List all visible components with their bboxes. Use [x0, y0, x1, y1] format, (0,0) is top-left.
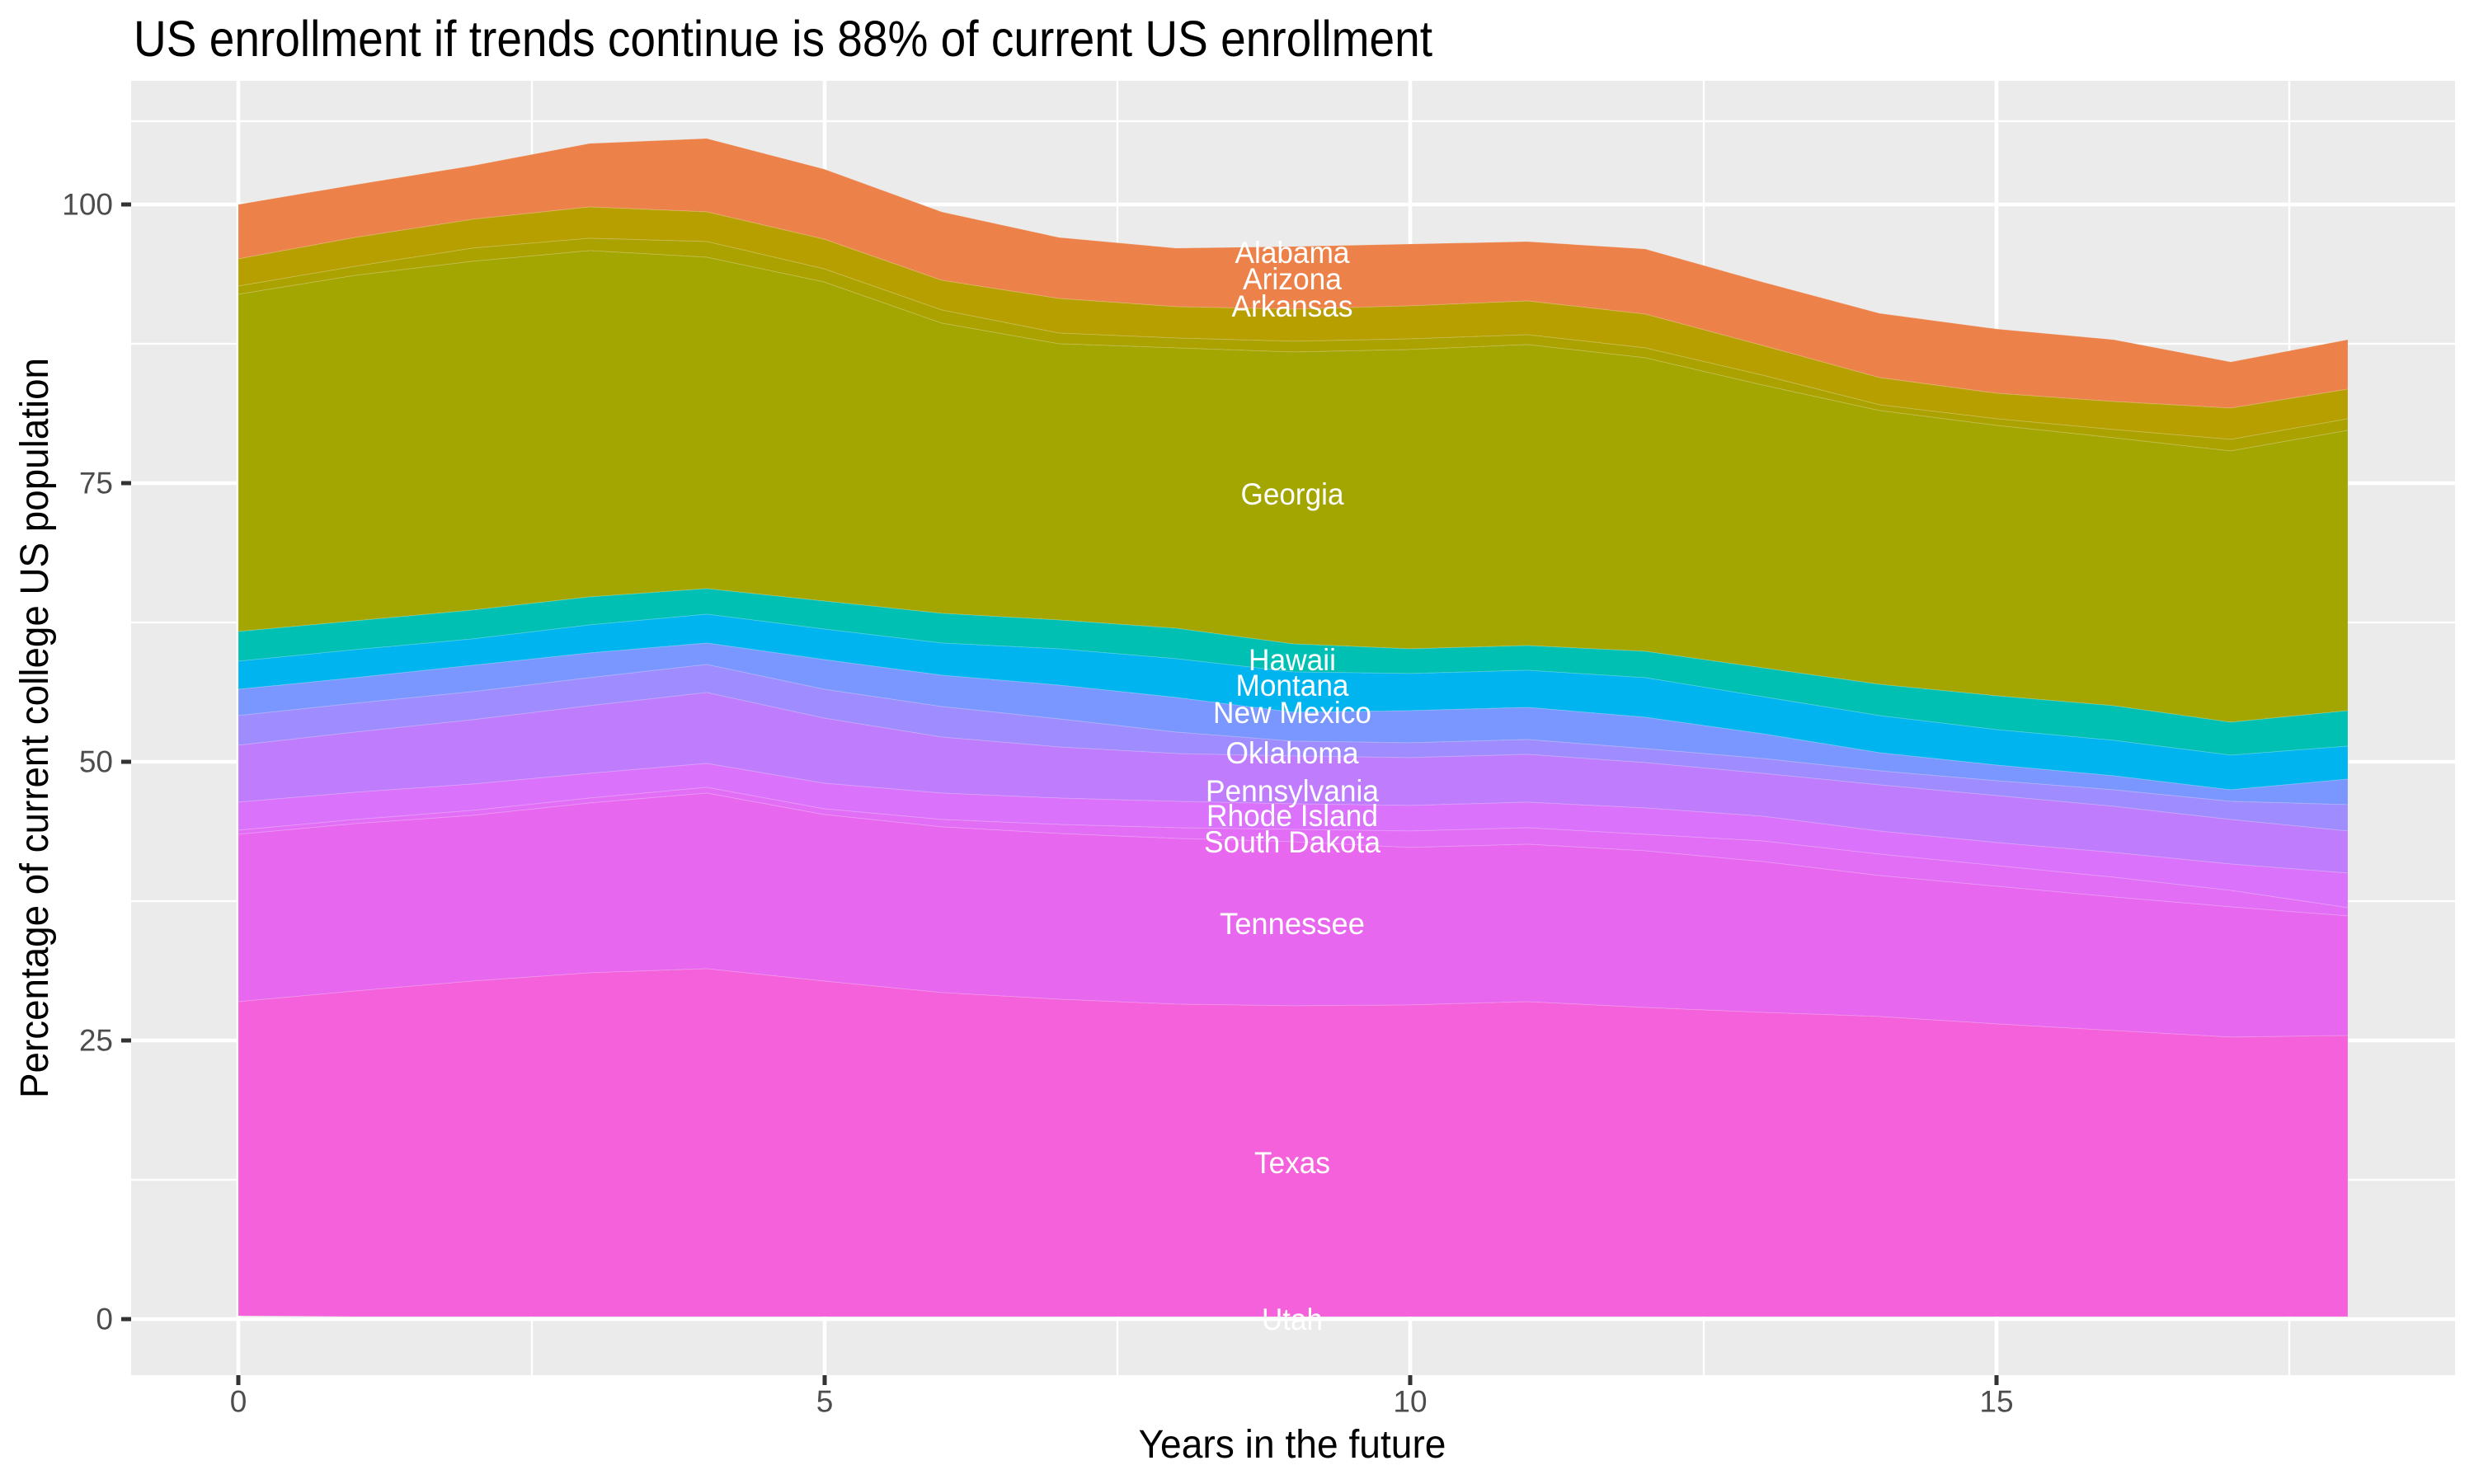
svg-text:0: 0 — [230, 1385, 247, 1419]
svg-text:Percentage of current college: Percentage of current college US populat… — [12, 358, 57, 1098]
svg-text:5: 5 — [816, 1385, 834, 1419]
svg-text:15: 15 — [1979, 1385, 2013, 1419]
svg-text:Alabama: Alabama — [1235, 235, 1350, 270]
svg-text:Montana: Montana — [1236, 668, 1349, 702]
svg-text:Texas: Texas — [1254, 1145, 1330, 1180]
svg-text:Rhode Island: Rhode Island — [1206, 798, 1378, 833]
svg-text:Arkansas: Arkansas — [1232, 289, 1353, 323]
svg-text:Oklahoma: Oklahoma — [1226, 735, 1359, 770]
svg-text:Georgia: Georgia — [1241, 477, 1344, 511]
svg-text:Pennsylvania: Pennsylvania — [1206, 773, 1379, 808]
svg-text:50: 50 — [79, 745, 113, 779]
svg-text:Utah: Utah — [1262, 1302, 1323, 1336]
svg-text:25: 25 — [79, 1024, 113, 1058]
svg-text:Arizona: Arizona — [1243, 261, 1342, 296]
svg-text:0: 0 — [96, 1303, 113, 1336]
svg-text:Tennessee: Tennessee — [1220, 906, 1365, 941]
svg-text:75: 75 — [79, 467, 113, 500]
svg-text:100: 100 — [62, 188, 113, 222]
svg-text:US enrollment if trends contin: US enrollment if trends continue is 88% … — [134, 11, 1432, 67]
svg-text:Hawaii: Hawaii — [1249, 642, 1336, 677]
svg-text:10: 10 — [1393, 1385, 1427, 1419]
svg-text:New Mexico: New Mexico — [1213, 695, 1371, 730]
svg-text:Years in the future: Years in the future — [1139, 1422, 1446, 1467]
svg-text:South Dakota: South Dakota — [1204, 824, 1380, 859]
